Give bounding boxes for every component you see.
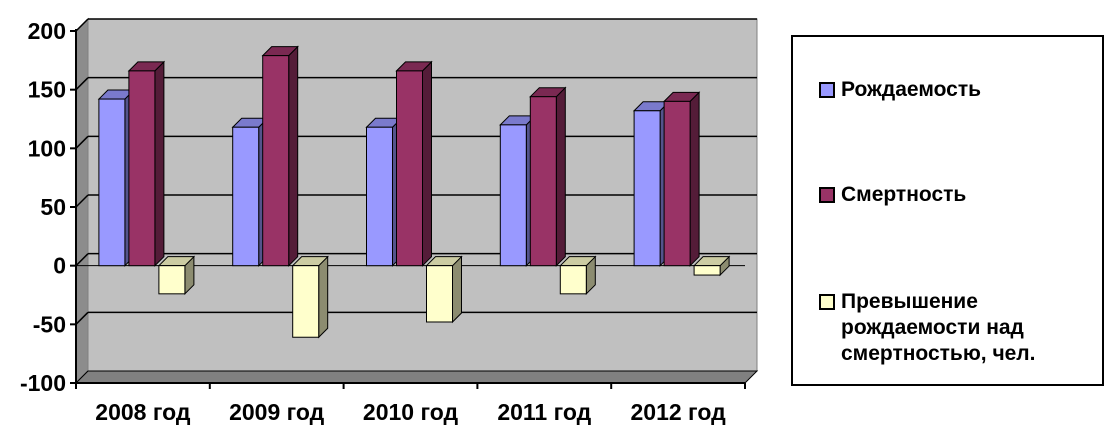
floor — [74, 370, 759, 384]
x-category-label: 2008 год — [95, 399, 191, 425]
legend-item-births: Рождаемость — [819, 77, 1104, 103]
gridline-diag — [75, 77, 89, 91]
bar-front — [292, 265, 320, 338]
bar — [692, 255, 731, 277]
bar-front — [663, 100, 691, 267]
legend-swatch-surplus — [819, 294, 835, 310]
bar — [365, 117, 403, 267]
bar-front — [559, 265, 587, 295]
bar-side — [318, 255, 329, 339]
bar-side — [422, 60, 432, 267]
bar-front — [262, 55, 290, 267]
bar-front — [396, 70, 423, 267]
bar-front — [98, 98, 126, 267]
bar-front — [499, 124, 527, 267]
bar-front — [426, 265, 453, 323]
legend-item-deaths: Смертность — [819, 182, 1104, 208]
y-tick-label: 0 — [53, 253, 66, 279]
bar — [157, 255, 196, 296]
legend-label-births: Рождаемость — [841, 78, 982, 101]
bar — [395, 60, 433, 267]
x-category-label: 2012 год — [631, 399, 727, 425]
gridline-diag — [75, 135, 89, 149]
bar — [662, 91, 701, 267]
bar — [529, 86, 567, 267]
legend-item-surplus: Превышение рождаемости над смертностью, … — [819, 289, 1104, 367]
legend: Рождаемость Смертность Превышение рождае… — [791, 35, 1104, 386]
bar-front — [633, 110, 661, 267]
bar — [127, 60, 166, 267]
bar-front — [128, 70, 156, 267]
bar-side — [555, 86, 566, 267]
bar — [291, 255, 329, 339]
bar-side — [452, 255, 462, 324]
x-category-labels: 2008 год 2009 год 2010 год 2011 год 2012 год — [95, 399, 726, 425]
gridline-diag — [75, 18, 89, 32]
bar-front — [158, 265, 186, 295]
bar-front — [232, 126, 260, 267]
x-category-label: 2009 год — [229, 399, 325, 425]
x-category-label: 2010 год — [363, 399, 459, 425]
y-tick-label: 100 — [28, 135, 66, 161]
bar — [231, 117, 269, 267]
bar — [425, 255, 463, 324]
y-tick-label: -100 — [20, 370, 66, 396]
gridline-diag — [75, 311, 89, 325]
x-category-label: 2011 год — [497, 399, 591, 425]
bar — [261, 45, 299, 267]
bar-front — [366, 126, 393, 267]
legend-label-surplus: Превышение рождаемости над смертностью, … — [841, 290, 1036, 365]
bar-side — [689, 91, 700, 267]
legend-swatch-deaths — [819, 187, 835, 203]
y-tick-label: 150 — [28, 77, 66, 103]
bar-side — [288, 45, 299, 267]
gridline-diag — [75, 253, 89, 267]
legend-label-deaths: Смертность — [841, 183, 967, 206]
legend-swatch-births — [819, 82, 835, 98]
y-tick-label: 50 — [40, 194, 66, 220]
y-tick-label: 200 — [28, 18, 66, 44]
bar-side — [154, 60, 165, 267]
gridline-diag — [75, 194, 89, 208]
bar-front — [693, 265, 721, 276]
y-tick-labels: 200 150 100 50 0 -50 -100 — [20, 18, 66, 396]
bar — [559, 255, 597, 296]
axes — [70, 29, 746, 389]
bar-front — [529, 96, 557, 267]
bars — [97, 45, 731, 339]
y-tick-label: -50 — [33, 311, 66, 337]
